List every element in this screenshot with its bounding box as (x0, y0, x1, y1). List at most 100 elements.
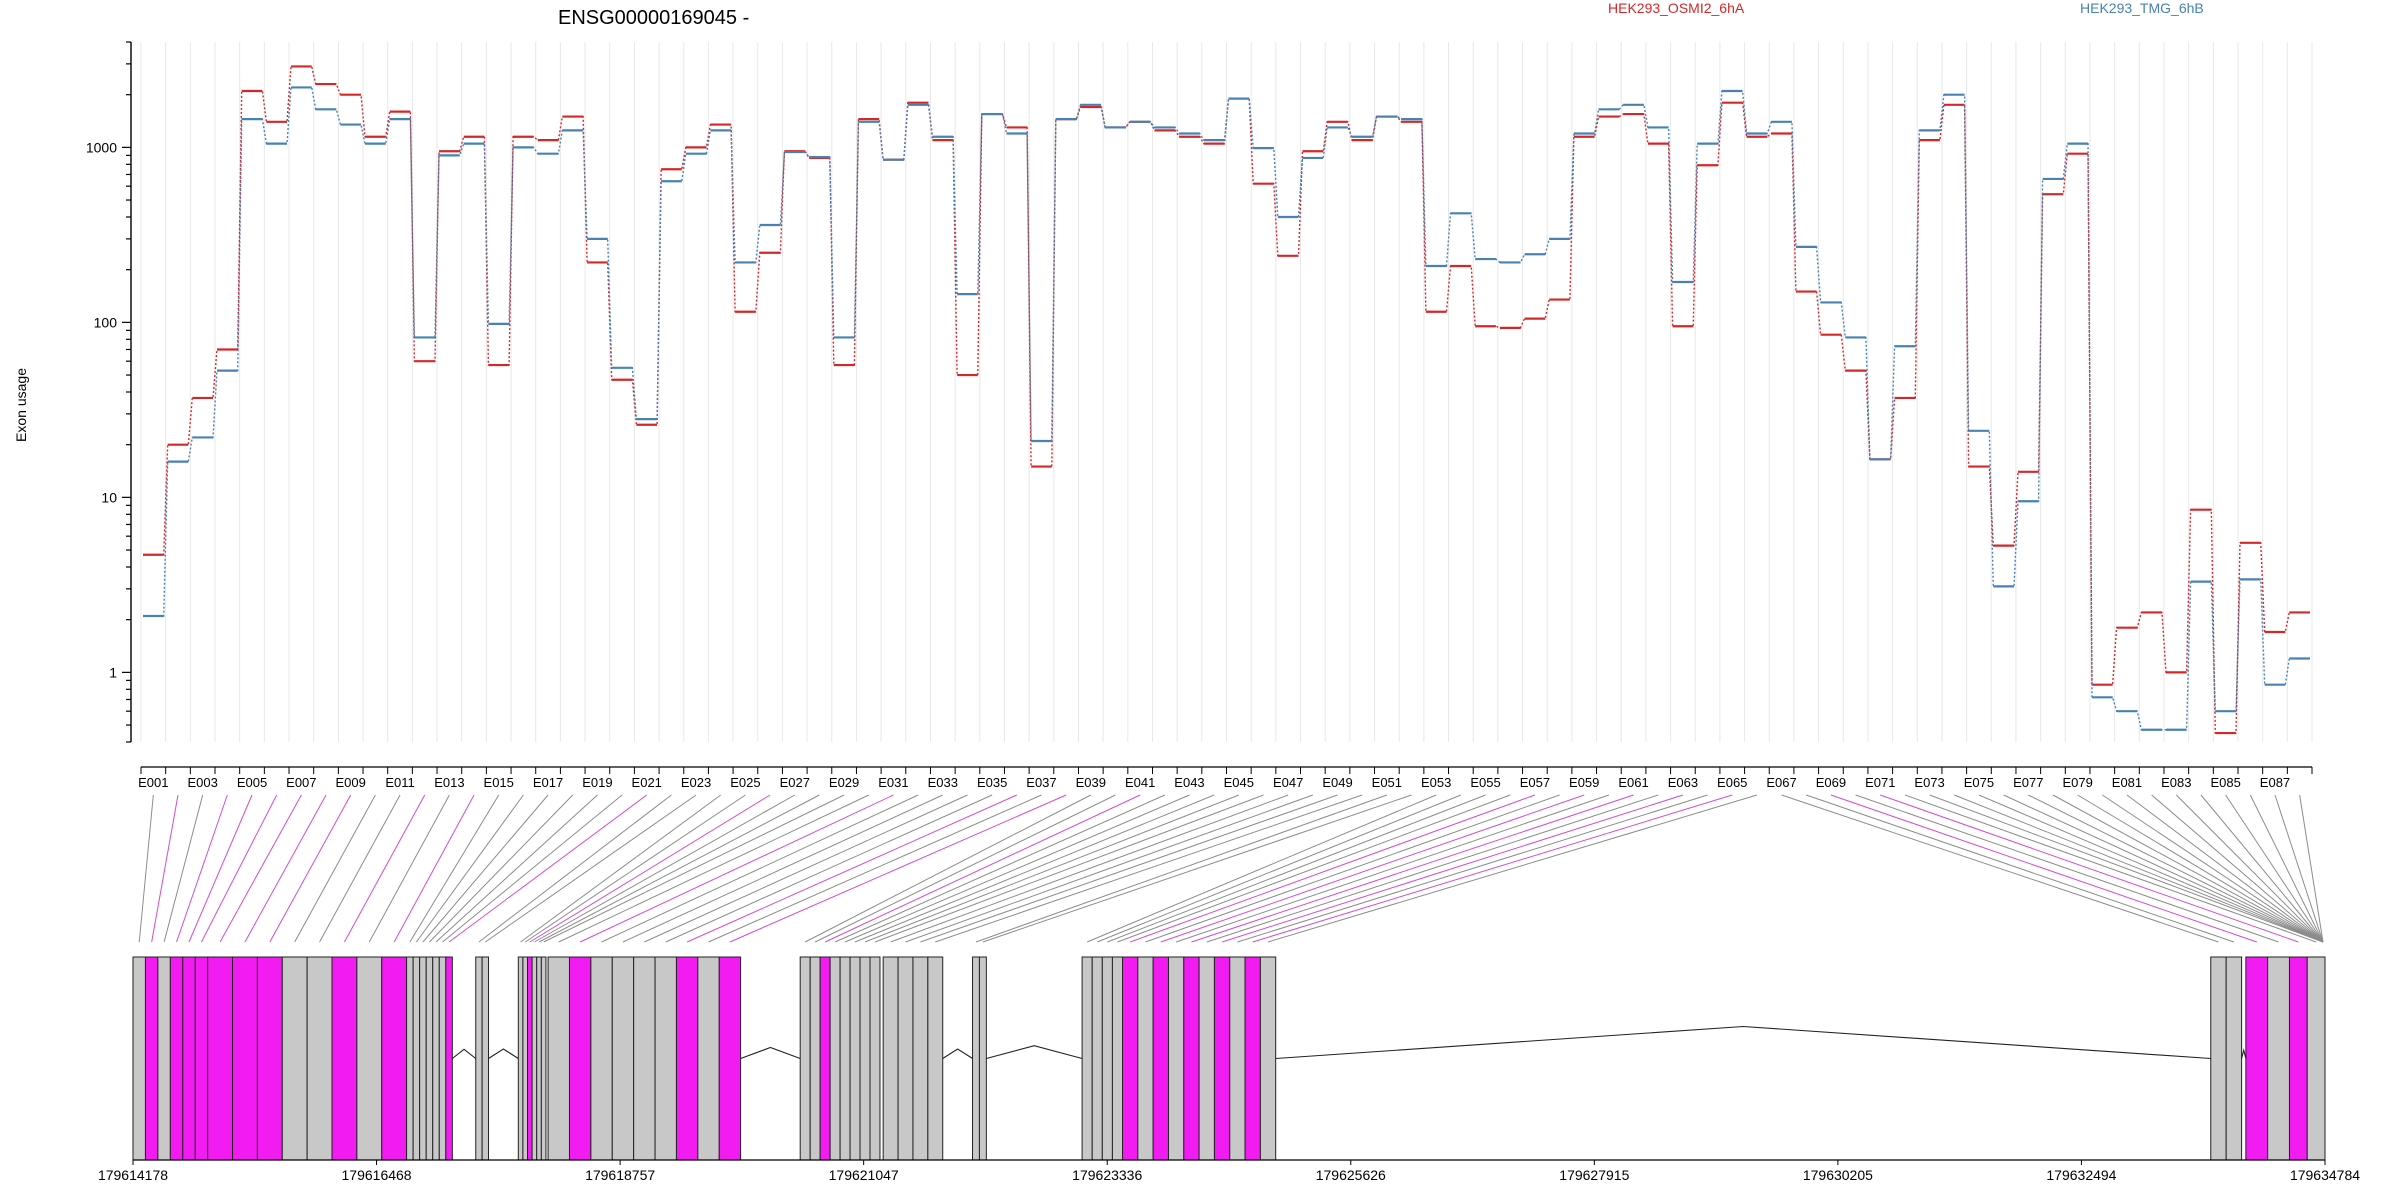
connector-line (343, 794, 426, 943)
exon-tick-label: E019 (582, 775, 612, 790)
exon-tick-label: E035 (977, 775, 1007, 790)
connector-line (1880, 794, 2299, 943)
connector-line (529, 794, 771, 943)
exon-tick-label: E023 (681, 775, 711, 790)
exon-block (331, 956, 358, 1161)
connector-line (1252, 794, 1733, 943)
exon-block (697, 956, 720, 1161)
intron-line (986, 1045, 1083, 1060)
connector-line (814, 794, 1116, 943)
exon-tick-label: E027 (780, 775, 810, 790)
connector-line (2200, 794, 2324, 943)
exon-block (978, 956, 987, 1161)
connector-line (1978, 794, 2324, 943)
connector-line (2151, 794, 2324, 943)
exon-tick-label: E015 (484, 775, 514, 790)
connector-line (644, 794, 968, 943)
connector-line (294, 794, 376, 943)
connector-line (1830, 794, 2257, 943)
connector-line (854, 794, 1215, 943)
y-tick-label: 1000 (86, 139, 117, 155)
connector-line (665, 794, 993, 943)
exon-block (356, 956, 383, 1161)
connector-line (1117, 794, 1511, 943)
connector-line (524, 794, 746, 943)
exon-block (412, 956, 421, 1161)
series-line-tmg (143, 86, 2310, 731)
exon-block (2210, 956, 2227, 1161)
exon-block (182, 956, 196, 1161)
exon-block (419, 956, 427, 1161)
connector-line (2299, 794, 2324, 943)
y-tick-label: 1 (109, 664, 117, 680)
exon-tick-label: E013 (434, 775, 464, 790)
exon-tick-label: E045 (1224, 775, 1254, 790)
connector-line (1086, 794, 1437, 943)
genomic-tick-label: 179616468 (342, 1167, 412, 1183)
exon-tick-label: E079 (2062, 775, 2092, 790)
genomic-tick-label: 179627915 (1559, 1167, 1629, 1183)
intron-line (452, 1048, 477, 1059)
connector-line (1267, 794, 1758, 943)
connector-line (201, 794, 278, 943)
exon-block (432, 956, 440, 1161)
exon-tick-label: E049 (1322, 775, 1352, 790)
exon-block (1244, 956, 1261, 1161)
exon-tick-label: E021 (632, 775, 662, 790)
connector-line (269, 794, 352, 943)
exon-tick-label: E071 (1865, 775, 1895, 790)
connector-line (409, 794, 500, 943)
connector-line (2102, 794, 2324, 943)
connector-line (1130, 794, 1536, 943)
exon-block (536, 956, 542, 1161)
exon-block (2267, 956, 2290, 1161)
exon-tick-label: E077 (2013, 775, 2043, 790)
exon-tick-label: E033 (928, 775, 958, 790)
connector-line (1175, 794, 1610, 943)
connector-line (520, 794, 722, 943)
connector-line (538, 794, 820, 943)
genomic-tick-label: 179621047 (829, 1167, 899, 1183)
exon-block (232, 956, 258, 1161)
exon-block (540, 956, 547, 1161)
connector-line (393, 794, 475, 943)
connector-line (1107, 794, 1486, 943)
exon-tick-label: E063 (1668, 775, 1698, 790)
exon-block (654, 956, 677, 1161)
exon-block (633, 956, 656, 1161)
connector-line (151, 794, 179, 943)
connector-line (890, 794, 1289, 943)
connector-line (163, 794, 204, 943)
exon-tick-label: E001 (138, 775, 168, 790)
connector-line (244, 794, 327, 943)
intron-line (1275, 1025, 2211, 1060)
exon-tick-label: E025 (730, 775, 760, 790)
connector-line (2249, 794, 2324, 943)
exon-block (207, 956, 234, 1161)
legend-entry-osmi2: HEK293_OSMI2_6hA (1608, 0, 1745, 16)
exon-tick-label: E065 (1717, 775, 1747, 790)
connector-line (2077, 794, 2324, 943)
connector-line (2052, 794, 2324, 943)
exon-block (144, 956, 159, 1161)
connector-line (824, 794, 1141, 943)
y-tick-label: 100 (94, 314, 118, 330)
legend-entry-tmg: HEK293_TMG_6hB (2080, 0, 2204, 16)
exon-tick-label: E029 (829, 775, 859, 790)
exon-block (1229, 956, 1246, 1161)
exon-block (1111, 956, 1124, 1161)
exon-block (568, 956, 592, 1161)
exon-block (531, 956, 538, 1161)
exon-block (132, 956, 146, 1161)
exon-block (1137, 956, 1154, 1161)
exon-block (438, 956, 447, 1161)
genomic-tick-label: 179623336 (1072, 1167, 1142, 1183)
exon-tick-label: E003 (187, 775, 217, 790)
connector-line (686, 794, 1018, 943)
connector-line (558, 794, 869, 943)
connector-line (1855, 794, 2279, 943)
exon-block (590, 956, 613, 1161)
connector-line (448, 794, 648, 943)
connector-line (435, 794, 598, 943)
connector-line (1160, 794, 1585, 943)
